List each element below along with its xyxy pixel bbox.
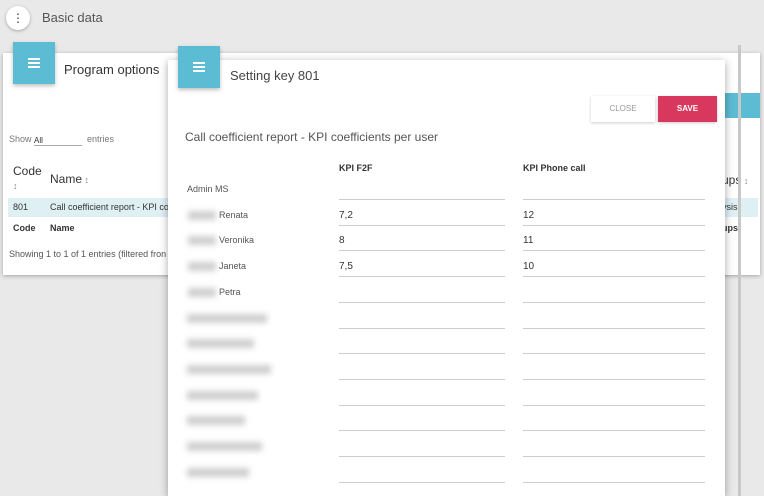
input-underline[interactable] (339, 199, 505, 200)
input-underline[interactable] (339, 353, 505, 355)
footer-cell: Code (13, 223, 36, 233)
input-underline[interactable] (339, 456, 505, 457)
input-underline[interactable] (523, 301, 705, 303)
input-underline[interactable] (523, 327, 705, 329)
user-name: Petra (219, 286, 241, 297)
close-button[interactable]: CLOSE (591, 96, 655, 122)
redacted-text (187, 364, 271, 374)
input-underline[interactable] (523, 378, 705, 380)
input-underline[interactable] (339, 224, 505, 226)
input-underline[interactable] (339, 327, 505, 329)
input-value: 8 (339, 235, 345, 247)
redacted-text (187, 313, 267, 323)
redacted-text (188, 262, 216, 272)
scrollbar[interactable] (738, 45, 741, 496)
column-header[interactable]: Name (50, 172, 89, 186)
input-underline[interactable] (339, 378, 505, 380)
show-label: Show (9, 134, 32, 144)
redacted-text (187, 467, 249, 477)
input-value: 12 (523, 209, 535, 221)
input-underline[interactable] (523, 224, 705, 226)
redacted-text (187, 339, 254, 349)
entries-label: entries (87, 134, 115, 144)
menu-button[interactable]: ⋮ (6, 6, 30, 30)
modal-subtitle: Call coefficient report - KPI coefficien… (185, 130, 439, 144)
user-name: Renata (219, 209, 249, 220)
cell: Call coefficient report - KPI co (50, 202, 169, 212)
column-header: KPI Phone call (523, 163, 586, 173)
page-title: Basic data (42, 10, 103, 25)
input-value: 11 (523, 235, 534, 247)
input-underline[interactable] (523, 456, 705, 457)
input-underline[interactable] (523, 353, 705, 355)
input-underline[interactable] (339, 404, 505, 406)
redacted-text (187, 390, 258, 400)
table-info: Showing 1 to 1 of 1 entries (filtered fr… (9, 249, 167, 259)
modal-title: Setting key 801 (230, 68, 320, 83)
show-select[interactable]: All (34, 136, 82, 146)
column-header: KPI F2F (339, 163, 373, 173)
input-underline[interactable] (339, 276, 505, 278)
input-underline[interactable] (523, 404, 705, 406)
cell: ysis (722, 202, 738, 212)
input-value: 7,5 (339, 261, 353, 273)
input-underline[interactable] (339, 481, 505, 483)
input-value: 10 (523, 261, 535, 273)
card-icon (13, 42, 55, 84)
input-underline[interactable] (339, 430, 505, 432)
input-underline[interactable] (523, 276, 705, 278)
redacted-text (188, 210, 216, 220)
input-underline[interactable] (523, 481, 705, 483)
footer-cell: Name (50, 223, 75, 233)
user-name: Admin MS (187, 184, 229, 194)
input-value: 7,2 (339, 209, 353, 221)
user-name: Janeta (219, 261, 247, 272)
redacted-text (188, 287, 216, 297)
column-header[interactable]: ups (722, 173, 748, 187)
input-underline[interactable] (523, 250, 705, 252)
column-header[interactable]: Code (13, 164, 42, 192)
input-underline[interactable] (339, 301, 505, 303)
redacted-text (187, 442, 262, 451)
redacted-text (187, 416, 245, 426)
card-button[interactable] (725, 93, 760, 118)
card-title: Program options (64, 62, 160, 77)
cell: 801 (13, 202, 29, 212)
input-underline[interactable] (523, 199, 705, 200)
user-name: Veronika (219, 235, 255, 246)
redacted-text (188, 236, 216, 246)
input-underline[interactable] (523, 430, 705, 432)
input-underline[interactable] (339, 250, 505, 252)
footer-cell: ups (722, 223, 739, 233)
modal (168, 60, 725, 496)
save-button[interactable]: SAVE (658, 96, 717, 122)
modal-icon (178, 46, 220, 88)
